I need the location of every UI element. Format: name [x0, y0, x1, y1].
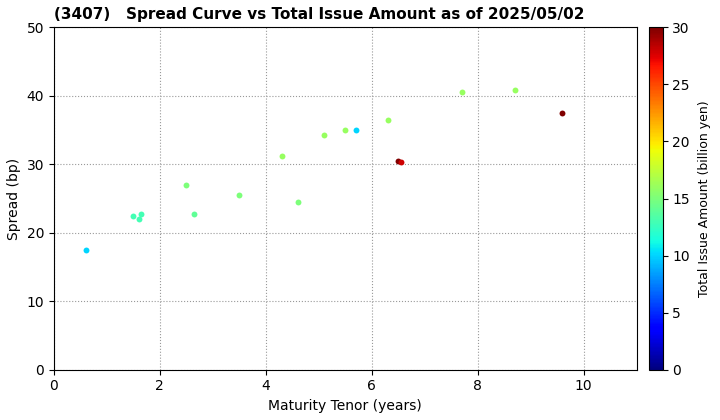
- X-axis label: Maturity Tenor (years): Maturity Tenor (years): [269, 399, 422, 413]
- Point: [292, 199, 303, 205]
- Point: [456, 89, 467, 96]
- Y-axis label: Spread (bp): Spread (bp): [7, 158, 21, 239]
- Point: [135, 210, 147, 217]
- Point: [189, 210, 200, 217]
- Point: [339, 127, 351, 134]
- Point: [276, 153, 287, 160]
- Point: [133, 216, 145, 223]
- Point: [233, 192, 245, 199]
- Point: [557, 110, 568, 116]
- Point: [80, 247, 91, 253]
- Point: [392, 158, 404, 164]
- Point: [382, 116, 393, 123]
- Text: (3407)   Spread Curve vs Total Issue Amount as of 2025/05/02: (3407) Spread Curve vs Total Issue Amoun…: [54, 7, 585, 22]
- Point: [127, 212, 139, 219]
- Point: [509, 87, 521, 94]
- Point: [181, 181, 192, 188]
- Point: [350, 127, 361, 134]
- Y-axis label: Total Issue Amount (billion yen): Total Issue Amount (billion yen): [698, 100, 711, 297]
- Point: [395, 159, 407, 165]
- Point: [318, 131, 330, 138]
